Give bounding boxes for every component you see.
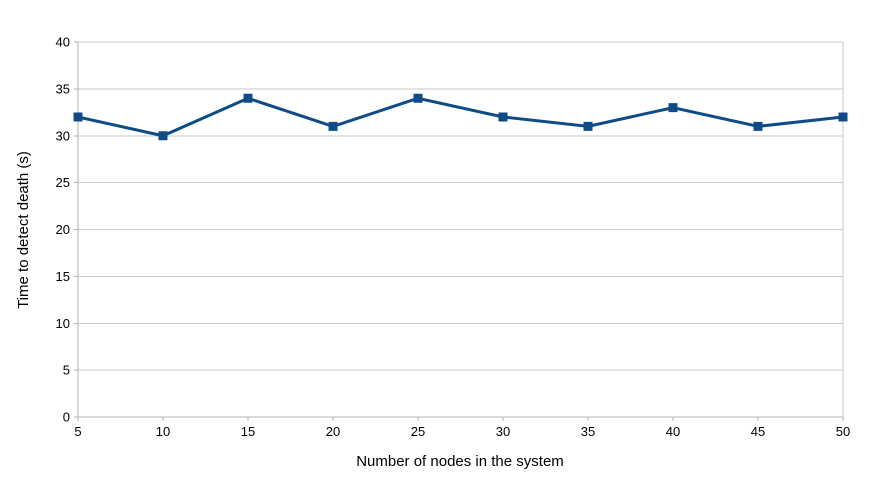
x-tick-label: 35 <box>581 424 595 439</box>
series-path <box>77 96 844 138</box>
x-tick-label: 45 <box>751 424 765 439</box>
y-tick-label: 0 <box>63 410 70 425</box>
data-point-marker <box>583 121 593 131</box>
series-line <box>73 93 848 141</box>
y-tick-label: 10 <box>56 316 70 331</box>
x-tick-label: 10 <box>156 424 170 439</box>
y-axis-title: Time to detect death (s) <box>15 151 32 309</box>
x-tick-label: 20 <box>326 424 340 439</box>
y-tick-label: 5 <box>63 363 70 378</box>
y-tick-label: 20 <box>56 222 70 237</box>
data-point-marker <box>413 93 423 103</box>
data-point-marker <box>158 131 168 141</box>
data-point-marker <box>243 93 253 103</box>
x-tick-label: 50 <box>836 424 850 439</box>
x-tick-label: 40 <box>666 424 680 439</box>
data-point-marker <box>668 103 678 113</box>
y-tick-label: 35 <box>56 81 70 96</box>
x-tick-label: 25 <box>411 424 425 439</box>
x-tick-label: 15 <box>241 424 255 439</box>
y-tick-label: 40 <box>56 35 70 50</box>
x-axis-title: Number of nodes in the system <box>356 453 564 470</box>
data-point-marker <box>753 121 763 131</box>
data-point-marker <box>328 121 338 131</box>
y-tick-label: 25 <box>56 175 70 190</box>
x-tick-label: 30 <box>496 424 510 439</box>
x-tick-label: 5 <box>74 424 81 439</box>
y-tick-label: 30 <box>56 128 70 143</box>
data-point-marker <box>73 112 83 122</box>
y-tick-label: 15 <box>56 269 70 284</box>
data-point-marker <box>498 112 508 122</box>
gridlines <box>78 41 843 371</box>
axes <box>74 41 844 421</box>
data-point-marker <box>838 112 848 122</box>
